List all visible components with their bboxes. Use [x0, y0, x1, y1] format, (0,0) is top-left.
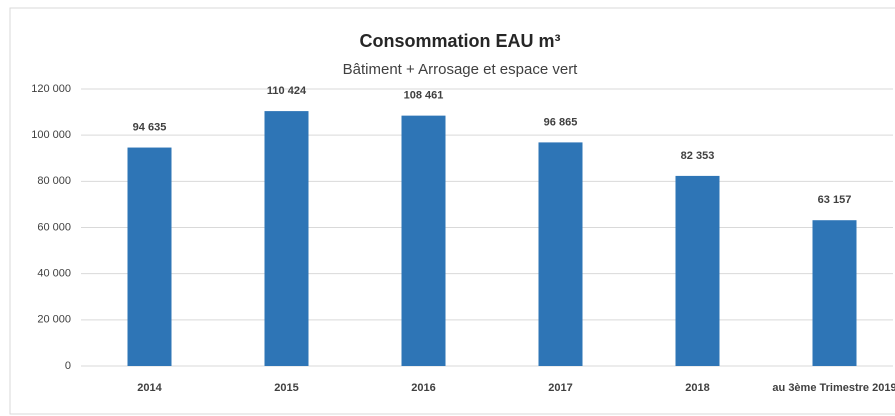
y-tick-label: 40 000 [37, 268, 71, 280]
value-label: 82 353 [681, 150, 715, 162]
y-tick-label: 80 000 [37, 175, 71, 187]
chart-subtitle: Bâtiment + Arrosage et espace vert [343, 61, 579, 78]
bar [127, 147, 172, 366]
y-tick-label: 100 000 [31, 129, 71, 141]
y-tick-label: 120 000 [31, 83, 71, 95]
value-label: 63 157 [818, 194, 852, 206]
value-label: 108 461 [404, 90, 444, 102]
x-tick-label: au 3ème Trimestre 2019 [772, 382, 895, 394]
bar [812, 220, 857, 366]
bar [264, 111, 309, 366]
y-tick-label: 60 000 [37, 221, 71, 233]
x-tick-label: 2014 [137, 382, 162, 394]
y-tick-label: 0 [65, 360, 71, 372]
value-label: 96 865 [544, 116, 578, 128]
y-tick-label: 20 000 [37, 314, 71, 326]
x-tick-label: 2018 [685, 382, 710, 394]
bar [538, 142, 583, 366]
x-tick-label: 2017 [548, 382, 573, 394]
value-label: 110 424 [267, 85, 307, 97]
bar [675, 175, 720, 366]
bar [401, 115, 446, 366]
x-tick-label: 2015 [274, 382, 299, 394]
value-label: 94 635 [133, 121, 167, 133]
chart-title: Consommation EAU m³ [359, 31, 560, 51]
x-tick-label: 2016 [411, 382, 436, 394]
